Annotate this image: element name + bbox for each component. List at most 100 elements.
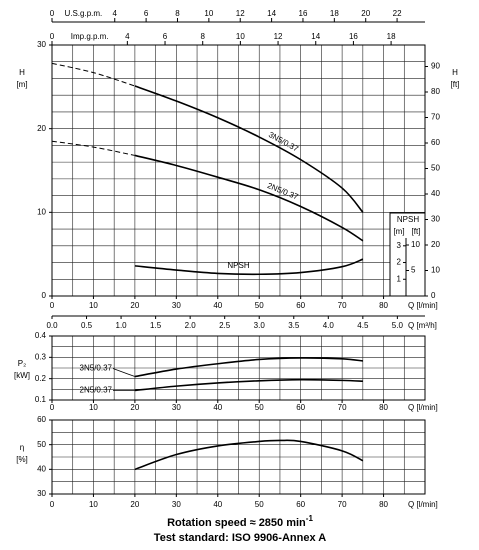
- x-tick-label: 50: [255, 301, 264, 310]
- y-tick-label: 0: [42, 291, 47, 300]
- top-axis-tick-label: 12: [274, 32, 283, 41]
- top-axis-tick-label: 16: [299, 9, 308, 18]
- footer-standard: Test standard: ISO 9906-Annex A: [154, 532, 326, 544]
- x-tick-label: 20: [130, 500, 139, 509]
- y-tick-label: 0.4: [35, 331, 47, 340]
- bottom-axis-tick-label: 5.0: [392, 321, 404, 330]
- bottom-axis-label: Q [m³/h]: [408, 321, 437, 330]
- y2-tick-label: 10: [431, 266, 440, 275]
- npsh-tick2-label: 10: [411, 240, 420, 249]
- x-tick-label: 30: [172, 500, 181, 509]
- x-tick-label: 60: [296, 500, 305, 509]
- x-axis-label: Q [l/min]: [408, 403, 438, 412]
- x-tick-label: 50: [255, 500, 264, 509]
- x-tick-label: 80: [379, 500, 388, 509]
- y2-tick-label: 80: [431, 87, 440, 96]
- bottom-axis-tick-label: 4.0: [323, 321, 335, 330]
- top-axis-tick-label: 18: [330, 9, 339, 18]
- y2-tick-label: 40: [431, 189, 440, 198]
- bottom-axis-tick-label: 4.5: [357, 321, 369, 330]
- y-axis-unit: [kW]: [14, 371, 30, 380]
- y2-axis-label: H: [452, 68, 458, 77]
- curve-label: 3N5/0.37: [80, 364, 113, 373]
- x-tick-label: 80: [379, 301, 388, 310]
- rotation-exponent: -1: [306, 514, 314, 523]
- curve: [134, 258, 364, 276]
- y-axis-label: P₂: [18, 359, 26, 368]
- curve: [134, 439, 364, 471]
- y-tick-label: 40: [37, 464, 46, 473]
- curve-extrapolated: [51, 62, 136, 87]
- y-tick-label: 10: [37, 207, 46, 216]
- top-axis-tick-label: 0: [50, 32, 55, 41]
- x-tick-label: 30: [172, 403, 181, 412]
- x-axis-label: Q [l/min]: [408, 301, 438, 310]
- y-axis-label: H: [19, 68, 25, 77]
- y2-tick-label: 50: [431, 164, 440, 173]
- rotation-speed: Rotation speed ≈ 2850 min: [167, 517, 306, 529]
- curve: [134, 85, 364, 213]
- top-axis-tick-label: 18: [387, 32, 396, 41]
- x-tick-label: 60: [296, 403, 305, 412]
- label-leader: [112, 368, 136, 377]
- bottom-axis-tick-label: 1.5: [150, 321, 162, 330]
- y2-tick-label: 70: [431, 113, 440, 122]
- x-tick-label: 70: [338, 403, 347, 412]
- y2-tick-label: 20: [431, 240, 440, 249]
- x-tick-label: 10: [89, 301, 98, 310]
- x-tick-label: 0: [50, 301, 55, 310]
- top-axis-tick-label: 4: [113, 9, 118, 18]
- y-axis-unit: [m]: [16, 80, 27, 89]
- top-axis-tick-label: 10: [236, 32, 245, 41]
- y-axis-unit: [%]: [16, 455, 28, 464]
- npsh-tick-label: 1: [397, 274, 402, 283]
- footer-rotation: Rotation speed ≈ 2850 min-1: [167, 514, 313, 529]
- x-tick-label: 0: [50, 500, 55, 509]
- bottom-axis-tick-label: 2.5: [219, 321, 231, 330]
- npsh-axis-title: NPSH: [397, 215, 419, 224]
- x-tick-label: 0: [50, 403, 55, 412]
- y2-tick-label: 60: [431, 138, 440, 147]
- npsh-tick-label: 3: [397, 241, 402, 250]
- top-axis-label: Imp.g.p.m.: [71, 32, 109, 41]
- y-tick-label: 0.2: [35, 374, 47, 383]
- y-tick-label: 20: [37, 124, 46, 133]
- y-tick-label: 0.3: [35, 352, 47, 361]
- y2-axis-unit: [ft]: [451, 80, 460, 89]
- plot-frame: [51, 335, 426, 401]
- x-tick-label: 70: [338, 301, 347, 310]
- npsh-axis-unit: [m]: [393, 227, 404, 236]
- top-axis-tick-label: 6: [163, 32, 168, 41]
- top-axis-tick-label: 22: [393, 9, 402, 18]
- curve: [134, 154, 364, 242]
- plot-frame: [51, 419, 426, 495]
- x-tick-label: 40: [213, 403, 222, 412]
- npsh-inset: [389, 212, 426, 297]
- x-tick-label: 50: [255, 403, 264, 412]
- top-axis-tick-label: 10: [204, 9, 213, 18]
- x-tick-label: 70: [338, 500, 347, 509]
- top-axis-tick-label: 16: [349, 32, 358, 41]
- curve-label: 2N5/0.37: [80, 386, 113, 395]
- bottom-axis-tick-label: 3.0: [254, 321, 266, 330]
- bottom-axis-tick-label: 1.0: [116, 321, 128, 330]
- x-tick-label: 30: [172, 301, 181, 310]
- y-tick-label: 60: [37, 415, 46, 424]
- top-axis-tick-label: 14: [267, 9, 276, 18]
- x-tick-label: 80: [379, 403, 388, 412]
- x-tick-label: 40: [213, 301, 222, 310]
- top-axis-tick-label: 4: [125, 32, 130, 41]
- y-tick-label: 0.1: [35, 395, 47, 404]
- top-axis-tick-label: 8: [175, 9, 180, 18]
- bottom-axis-tick-label: 2.0: [185, 321, 197, 330]
- top-axis-tick-label: 6: [144, 9, 149, 18]
- y-tick-label: 30: [37, 40, 46, 49]
- top-axis-tick-label: 14: [311, 32, 320, 41]
- npsh-tick2-label: 5: [411, 266, 416, 275]
- bottom-axis-tick-label: 0.0: [46, 321, 58, 330]
- x-tick-label: 10: [89, 403, 98, 412]
- curve: [134, 378, 363, 392]
- curve-extrapolated: [51, 140, 135, 156]
